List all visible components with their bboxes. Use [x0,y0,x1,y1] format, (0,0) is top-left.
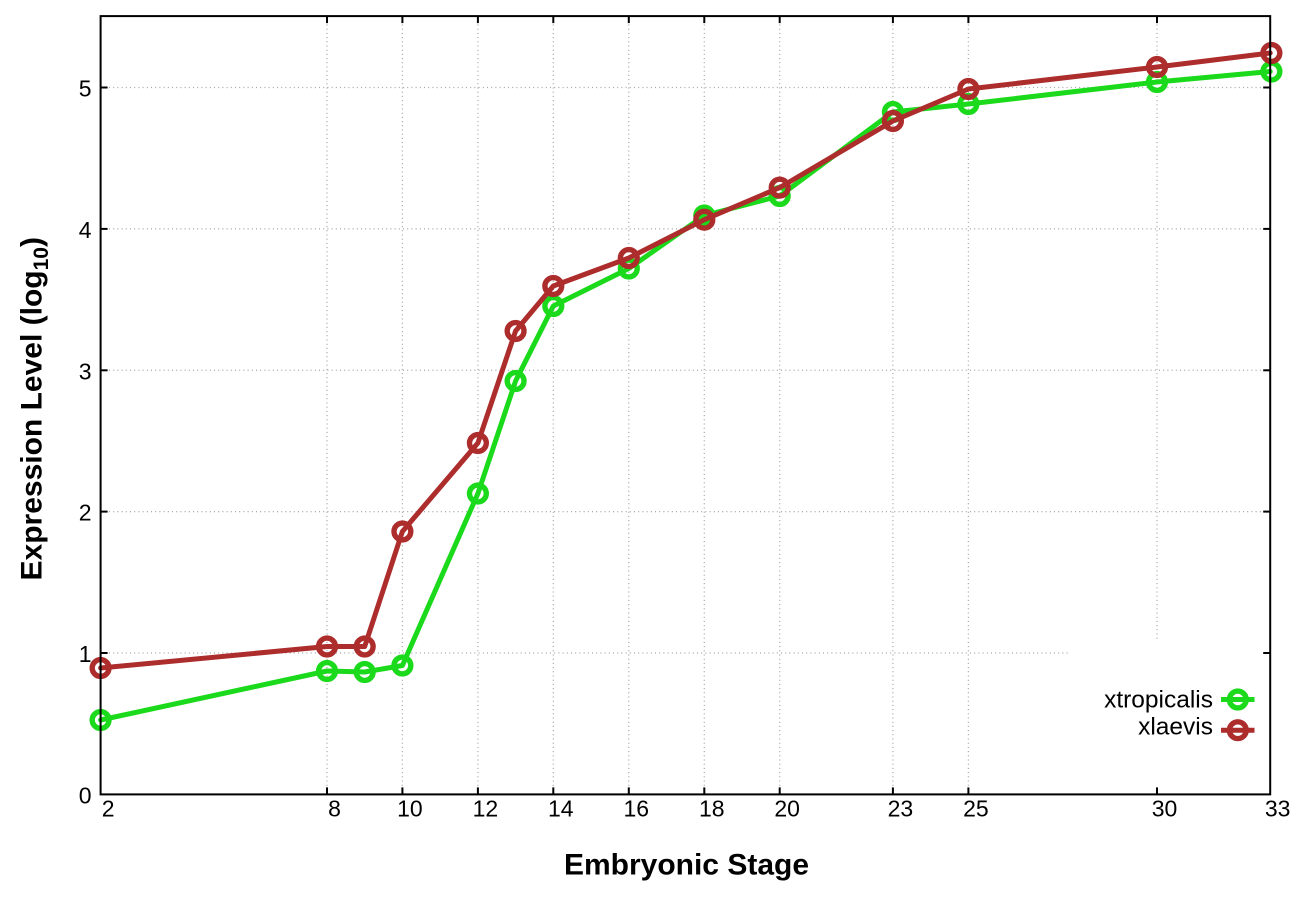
svg-text:Embryonic Stage: Embryonic Stage [564,848,809,881]
svg-text:18: 18 [699,796,725,822]
svg-text:12: 12 [473,796,499,822]
svg-text:30: 30 [1152,796,1178,822]
svg-text:25: 25 [963,796,989,822]
svg-text:Expression Level (log10): Expression Level (log10) [16,237,54,580]
svg-text:2: 2 [79,500,92,526]
svg-text:xtropicalis: xtropicalis [1104,686,1213,713]
svg-text:16: 16 [624,796,650,822]
svg-text:1: 1 [79,641,92,667]
svg-text:5: 5 [79,76,92,102]
svg-text:14: 14 [548,796,574,822]
svg-text:xlaevis: xlaevis [1138,714,1213,741]
svg-text:4: 4 [79,217,92,243]
svg-text:23: 23 [888,796,914,822]
svg-text:3: 3 [79,358,92,384]
svg-text:2: 2 [102,796,115,822]
svg-text:8: 8 [328,796,341,822]
svg-text:20: 20 [774,796,800,822]
svg-text:0: 0 [79,782,92,808]
svg-text:33: 33 [1265,796,1291,822]
svg-text:10: 10 [397,796,423,822]
